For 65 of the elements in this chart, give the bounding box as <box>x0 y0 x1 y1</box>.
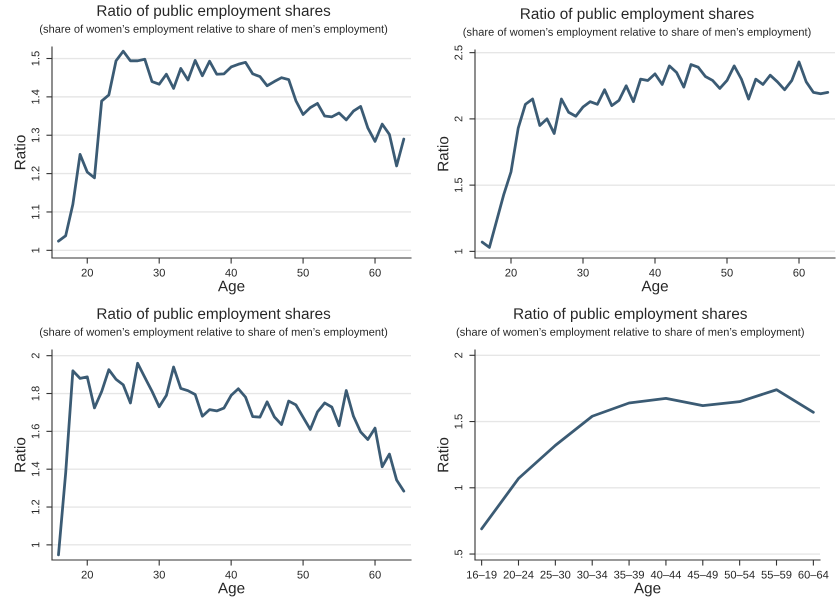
y-tick-label: 1 <box>32 542 40 548</box>
y-tick-label: 1.4 <box>32 89 40 104</box>
x-tick-label: 25–30 <box>540 570 570 579</box>
y-tick-label: 1.5 <box>454 414 462 428</box>
line-series <box>57 50 406 243</box>
x-tick-label: 40 <box>649 268 661 277</box>
x-tick-label: 60 <box>793 268 805 277</box>
y-tick-label: 2 <box>454 352 462 358</box>
chart-subtitle: (share of women’s employment relative to share of men’s employment) <box>40 24 388 35</box>
x-tick-label: 20 <box>505 268 517 277</box>
x-tick-label: 60–64 <box>798 570 828 579</box>
y-tick-label: 1.6 <box>32 424 40 438</box>
y-axis-title: Ratio <box>14 438 26 472</box>
y-tick-label: 1.3 <box>32 128 40 142</box>
x-axis-title: Age <box>634 582 660 596</box>
chart-title: Ratio of public employment shares <box>98 308 330 322</box>
x-tick-label: 20 <box>82 268 93 277</box>
y-tick-label: 1.5 <box>32 51 40 66</box>
y-tick-label: 1.2 <box>32 166 40 180</box>
x-tick-label: 40 <box>225 268 237 277</box>
line-series <box>480 388 815 530</box>
y-tick-label: 1.1 <box>32 204 40 219</box>
y-tick-label: 2 <box>454 116 462 122</box>
chart-title: Ratio of public employment shares <box>98 4 330 19</box>
chart-subtitle: (share of women’s employment relative to share of men’s employment) <box>463 28 811 38</box>
x-tick-label: 20–24 <box>504 570 534 579</box>
x-tick-label: 30 <box>577 268 589 277</box>
x-tick-label: 45–49 <box>688 570 718 579</box>
x-tick-label: 40 <box>225 570 237 579</box>
x-tick-label: 60 <box>369 268 381 277</box>
line-series <box>57 362 406 556</box>
y-axis-title: Ratio <box>437 136 448 171</box>
x-tick-label: 60 <box>369 570 381 579</box>
x-tick-label: 16–19 <box>467 570 497 579</box>
x-tick-label: 20 <box>82 570 93 579</box>
x-tick-label: 50 <box>721 268 733 277</box>
chart-subtitle: (share of women’s employment relative to share of men’s employment) <box>40 328 388 338</box>
line-series <box>480 60 830 249</box>
y-tick-label: 1.8 <box>32 386 40 400</box>
x-tick-label: 55–59 <box>762 570 792 579</box>
x-tick-label: 50 <box>297 268 309 277</box>
x-tick-label: 30 <box>153 268 165 277</box>
chart-title: Ratio of public employment shares <box>521 8 754 22</box>
x-tick-label: 50 <box>297 570 309 579</box>
chart-subtitle: (share of women’s employment relative to share of men’s employment) <box>456 328 804 338</box>
y-tick-label: 1.2 <box>32 500 40 514</box>
x-tick-label: 40–44 <box>650 570 682 579</box>
y-axis-title: Ratio <box>14 135 26 170</box>
y-tick-label: .5 <box>454 550 462 558</box>
x-tick-label: 30–34 <box>577 570 608 579</box>
y-tick-label: 2.5 <box>454 45 462 60</box>
y-tick-label: 2 <box>32 353 40 358</box>
y-tick-label: 1 <box>454 248 462 254</box>
y-tick-label: 1.4 <box>32 462 40 476</box>
y-tick-label: 1.5 <box>454 178 462 192</box>
x-axis-title: Age <box>218 280 244 294</box>
x-axis-title: Age <box>641 280 668 294</box>
y-axis-title: Ratio <box>437 438 448 472</box>
x-tick-label: 30 <box>153 570 165 579</box>
y-tick-label: 1 <box>32 248 40 253</box>
y-tick-label: 1 <box>454 485 462 490</box>
x-tick-label: 50–54 <box>724 570 755 579</box>
x-tick-label: 35–39 <box>614 570 644 579</box>
x-axis-title: Age <box>218 582 244 596</box>
chart-title: Ratio of public employment shares <box>514 308 747 322</box>
